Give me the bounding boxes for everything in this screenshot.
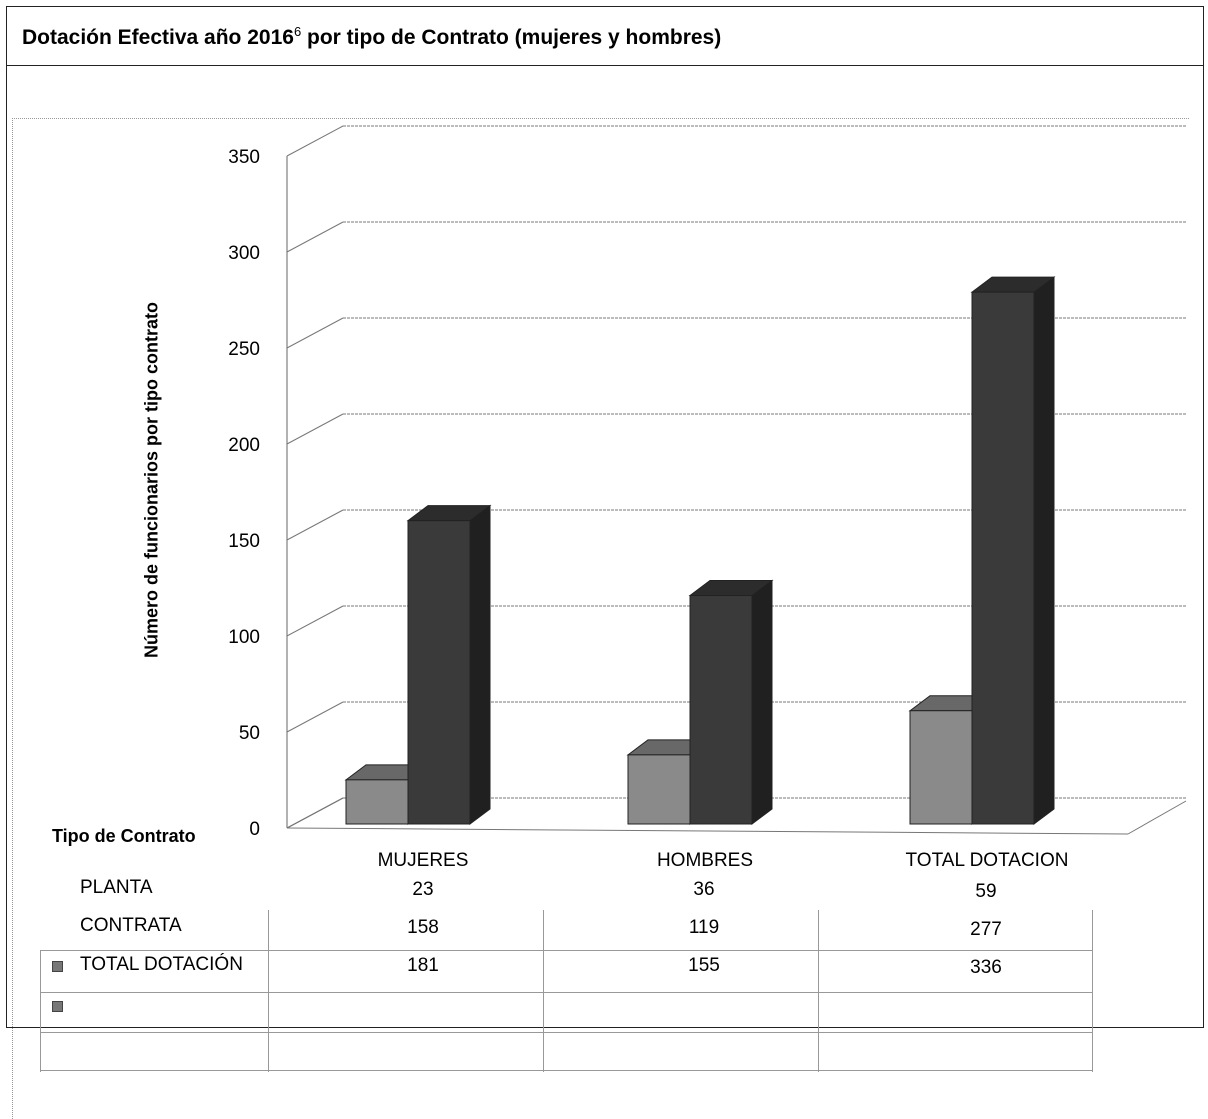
- y-tick-label: 100: [228, 627, 260, 648]
- x-category-label: TOTAL DOTACION: [906, 850, 1069, 871]
- y-tick-label: 200: [228, 435, 260, 456]
- gridline-side: [286, 221, 344, 253]
- x-category-label: HOMBRES: [657, 850, 753, 871]
- y-tick-label: 250: [228, 339, 260, 360]
- bar-planta-hombres: [627, 754, 691, 825]
- bar-contrata-hombres: [689, 595, 753, 825]
- bar-side: [1033, 276, 1055, 825]
- chart-title: Dotación Efectiva año 20166 por tipo de …: [22, 24, 721, 50]
- table-row-label-total: TOTAL DOTACIÓN: [80, 954, 243, 975]
- table-rule: [40, 1032, 1092, 1033]
- bar-planta-mujeres: [345, 779, 409, 825]
- bar-chart: 0 50 100 150 200 250 300 350 MUJERES HOMBRES TOTA…: [228, 125, 1187, 871]
- table-divider: [40, 950, 41, 1072]
- table-cell: 23: [412, 879, 434, 900]
- table-rule: [40, 992, 1092, 993]
- bar-side: [469, 504, 491, 825]
- chart-title-superscript: 6: [293, 24, 302, 39]
- table-cell: 59: [975, 881, 997, 902]
- table-divider: [1092, 910, 1093, 1072]
- category-labels: MUJERES HOMBRES TOTAL DOTACION: [378, 850, 1069, 871]
- bar-contrata-mujeres: [407, 520, 471, 825]
- chart-title-text: Dotación Efectiva año 2016: [22, 26, 294, 49]
- table-cell: 119: [688, 917, 720, 938]
- gridline-side: [286, 125, 344, 157]
- table-rule: [40, 950, 1092, 951]
- gridline-side: [286, 509, 344, 541]
- bar-contrata-total-dotacion: [971, 291, 1035, 825]
- x-category-label: MUJERES: [378, 850, 469, 871]
- chart-frame: [6, 6, 1204, 1028]
- bar-planta-total-dotacion: [909, 710, 973, 825]
- table-row-label-planta: PLANTA: [80, 877, 153, 898]
- floor-front-edge: [286, 827, 1129, 835]
- table-divider: [268, 910, 269, 1072]
- y-tick-label: 350: [228, 147, 260, 168]
- table-divider: [543, 910, 544, 1072]
- chart-title-suffix: por tipo de Contrato (mujeres y hombres): [301, 26, 722, 49]
- plot-area-border: [12, 118, 1189, 1119]
- bar-side: [751, 579, 773, 825]
- table-cell: 336: [970, 957, 1002, 978]
- gridline-side: [286, 605, 344, 637]
- gridline-side: [286, 317, 344, 349]
- legend-key-icon: [52, 961, 63, 972]
- y-axis-ticks: 0 50 100 150 200 250 300 350: [228, 147, 260, 840]
- gridline-side: [286, 797, 344, 829]
- table-cell: 158: [407, 917, 439, 938]
- y-tick-label: 150: [228, 531, 260, 552]
- floor-right-edge: [1127, 800, 1187, 835]
- table-divider: [818, 910, 819, 1072]
- gridline-side: [286, 413, 344, 445]
- table-cell: 181: [407, 955, 439, 976]
- y-axis-label: Número de funcionarios por tipo contrato: [141, 301, 162, 659]
- table-cell: 277: [970, 919, 1002, 940]
- bars: [344, 276, 1056, 825]
- table-cell: 36: [693, 879, 715, 900]
- y-tick-label: 0: [249, 819, 260, 840]
- legend-key-icon: [52, 1001, 63, 1012]
- gridline-side: [286, 701, 344, 733]
- table-rule: [40, 1070, 1092, 1071]
- y-tick-label: 50: [239, 723, 260, 744]
- table-cell: 155: [688, 955, 720, 976]
- title-bar: Dotación Efectiva año 20166 por tipo de …: [6, 6, 1204, 66]
- x-axis-label: Tipo de Contrato: [52, 826, 196, 846]
- y-tick-label: 300: [228, 243, 260, 264]
- table-row-label-contrata: CONTRATA: [80, 915, 182, 936]
